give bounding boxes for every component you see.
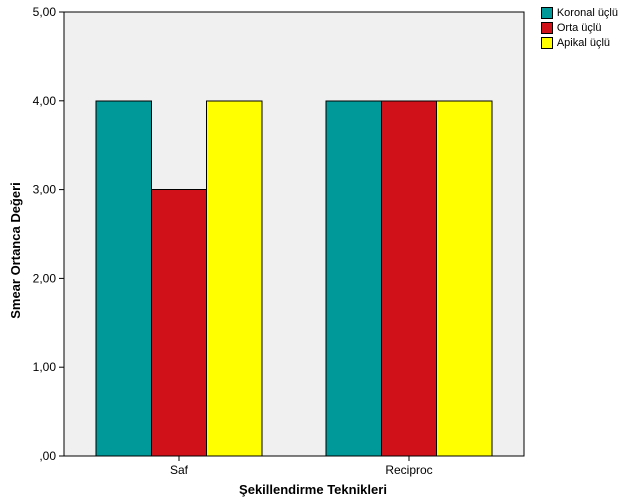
y-tick-label: 4,00 xyxy=(33,94,57,108)
bar xyxy=(437,101,492,456)
x-tick-label: Reciproc xyxy=(385,463,432,477)
y-tick-label: 1,00 xyxy=(33,360,57,374)
y-axis-title: Smear Ortanca Değeri xyxy=(6,0,24,501)
bar xyxy=(326,101,381,456)
bar xyxy=(96,101,151,456)
legend-label-koronal: Koronal üçlü xyxy=(557,6,618,20)
x-tick-label: Saf xyxy=(170,463,189,477)
legend-swatch-apikal xyxy=(541,37,553,49)
bar xyxy=(207,101,262,456)
bar xyxy=(151,190,206,456)
chart-container: Smear Ortanca Değeri Şekillendirme Tekni… xyxy=(0,0,626,501)
y-tick-label: 2,00 xyxy=(33,271,57,285)
legend-item-orta: Orta üçlü xyxy=(541,21,618,35)
chart-svg: ,00 1,00 2,00 3,00 4,00 5,00 Saf Reciproc xyxy=(0,0,626,501)
legend-label-apikal: Apikal üçlü xyxy=(557,36,610,50)
legend-swatch-koronal xyxy=(541,7,553,19)
bar xyxy=(381,101,436,456)
y-tick-label: 3,00 xyxy=(33,183,57,197)
legend-item-apikal: Apikal üçlü xyxy=(541,36,618,50)
legend-item-koronal: Koronal üçlü xyxy=(541,6,618,20)
legend-label-orta: Orta üçlü xyxy=(557,21,602,35)
y-tick-label: 5,00 xyxy=(33,5,57,19)
x-axis-title-text: Şekillendirme Teknikleri xyxy=(239,482,387,497)
y-axis-title-text: Smear Ortanca Değeri xyxy=(8,182,23,319)
y-tick-label: ,00 xyxy=(39,449,56,463)
legend-swatch-orta xyxy=(541,22,553,34)
x-axis-title: Şekillendirme Teknikleri xyxy=(0,482,626,497)
legend: Koronal üçlü Orta üçlü Apikal üçlü xyxy=(541,6,618,51)
